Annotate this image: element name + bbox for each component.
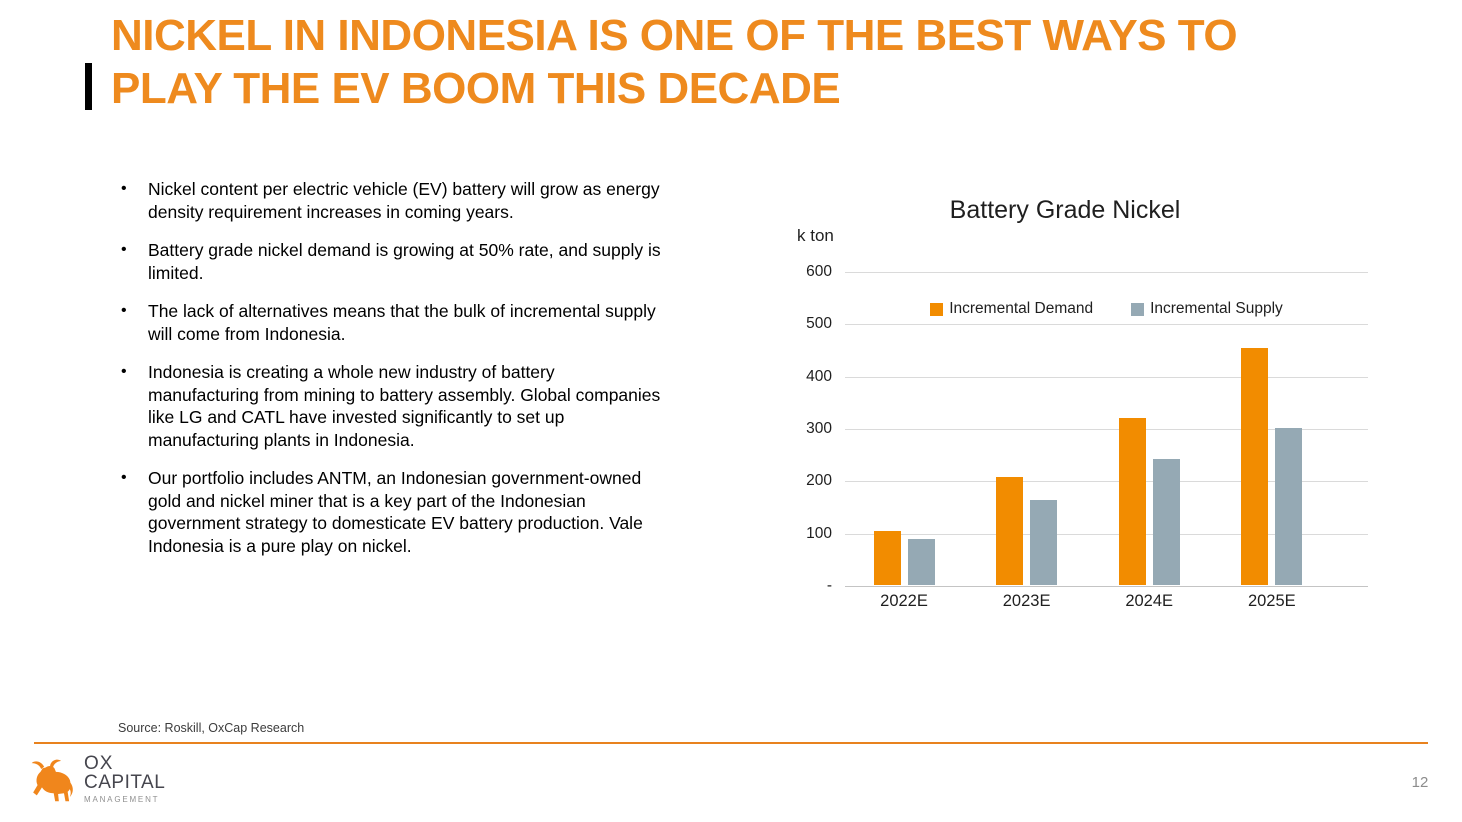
legend-swatch-icon: [1131, 302, 1145, 316]
gridline: [845, 324, 1368, 326]
bar-demand-2025E: [1241, 348, 1269, 585]
gridline: [845, 376, 1368, 378]
x-axis-label: 2025E: [1247, 592, 1296, 610]
y-tick-label: -: [826, 577, 832, 594]
y-tick-label: 100: [806, 524, 832, 542]
bar-demand-2024E: [1118, 417, 1146, 585]
bar-supply-2024E: [1152, 459, 1180, 585]
gridline: [845, 481, 1368, 483]
bullet-list: Nickel content per electric vehicle (EV)…: [118, 178, 668, 573]
chart-legend: Incremental Demand Incremental Supply: [845, 300, 1368, 318]
x-axis-label: 2022E: [880, 592, 928, 610]
legend-label: Incremental Demand: [949, 300, 1094, 317]
bullet-item: Indonesia is creating a whole new indust…: [118, 361, 668, 451]
legend-item: Incremental Supply: [1131, 300, 1283, 318]
source-note: Source: Roskill, OxCap Research: [118, 721, 305, 735]
gridline: [845, 586, 1368, 587]
company-logo: OX CAPITAL MANAGEMENT: [28, 752, 165, 808]
bar-supply-2025E: [1275, 428, 1303, 585]
y-tick-label: 600: [806, 263, 832, 280]
legend-swatch-icon: [930, 302, 944, 316]
ox-bull-icon: [31, 759, 73, 802]
battery-grade-nickel-chart: Battery Grade Nickel k ton - 100 200 300 400…: [790, 190, 1402, 625]
bar-demand-2022E: [873, 531, 901, 585]
y-tick-label: 300: [806, 420, 832, 437]
title-accent-bar: [85, 63, 92, 110]
bullet-item: The lack of alternatives means that the …: [118, 300, 668, 345]
bar-supply-2022E: [907, 538, 935, 585]
logo-text: OX CAPITAL MANAGEMENT: [84, 752, 165, 804]
chart-title: Battery Grade Nickel: [949, 196, 1181, 224]
y-axis-ticks: - 100 200 300 400 500 600: [790, 263, 832, 594]
page-title: NICKEL IN INDONESIA IS ONE OF THE BEST W…: [111, 11, 1238, 113]
chart-plot-area: Incremental Demand Incremental Supply: [845, 272, 1368, 587]
logo-text-management: MANAGEMENT: [84, 795, 160, 804]
bullet-item: Our portfolio includes ANTM, an Indonesi…: [118, 467, 668, 557]
gridline: [845, 429, 1368, 430]
legend-item: Incremental Demand: [930, 300, 1093, 318]
chart-unit-label: k ton: [797, 226, 834, 245]
footer-divider: [34, 742, 1428, 744]
gridline: [845, 533, 1368, 535]
y-tick-label: 500: [806, 315, 832, 333]
bar-supply-2023E: [1030, 499, 1058, 585]
logo-text-capital: CAPITAL: [84, 772, 166, 793]
bullet-item: Battery grade nickel demand is growing a…: [118, 239, 668, 284]
x-axis-labels: 2022E 2023E 2024E 2025E: [845, 592, 1368, 614]
y-tick-label: 400: [806, 367, 832, 385]
x-axis-label: 2024E: [1125, 592, 1174, 610]
y-tick-label: 200: [806, 472, 832, 490]
legend-label: Incremental Supply: [1150, 300, 1283, 317]
bar-demand-2023E: [996, 476, 1024, 585]
page-number: 12: [1411, 774, 1429, 791]
x-axis-label: 2023E: [1002, 592, 1051, 610]
gridline: [845, 272, 1368, 273]
bullet-item: Nickel content per electric vehicle (EV)…: [118, 178, 668, 223]
logo-text-ox: OX: [84, 753, 114, 774]
